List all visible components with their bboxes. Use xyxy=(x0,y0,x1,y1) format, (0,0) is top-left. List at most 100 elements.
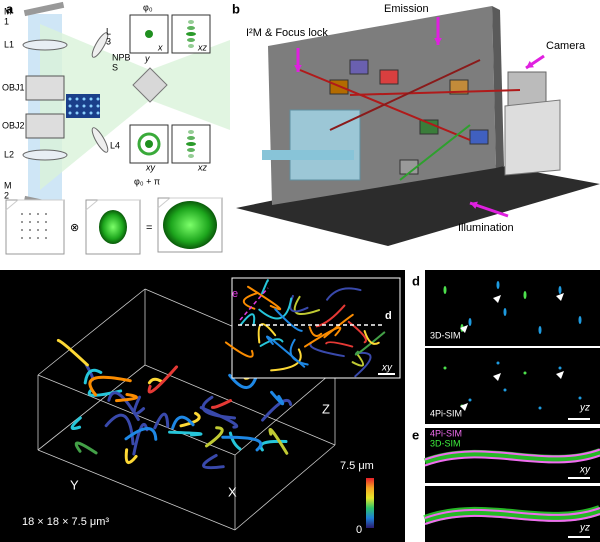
axis-label: Z xyxy=(322,401,330,416)
sample-dot xyxy=(96,97,100,101)
objective xyxy=(25,75,65,101)
molecule xyxy=(578,396,582,400)
sample-dot xyxy=(68,111,72,115)
optic-label: M xyxy=(4,6,12,16)
filament xyxy=(303,326,342,348)
filament xyxy=(202,453,225,470)
volume-box xyxy=(5,199,65,255)
filament xyxy=(221,435,263,452)
psf-lobe xyxy=(188,154,194,158)
profile-4pisim xyxy=(424,454,600,467)
optic-label: OBJ1 xyxy=(2,82,25,92)
inset-line-label: e xyxy=(232,288,238,300)
filament xyxy=(153,412,170,430)
lens xyxy=(22,39,68,51)
profile-4pisim xyxy=(424,507,600,519)
filament xyxy=(179,411,201,428)
optic-mount xyxy=(379,69,399,85)
grid-dot xyxy=(29,229,31,231)
filament xyxy=(270,390,285,406)
callout: I²M & Focus lock xyxy=(246,27,328,39)
molecule xyxy=(538,326,542,334)
sample-dot xyxy=(96,104,100,108)
filament xyxy=(168,430,203,437)
filament xyxy=(83,368,103,385)
grid-dot xyxy=(21,213,23,215)
grid-dot xyxy=(37,237,39,239)
psf-lobe xyxy=(187,26,195,30)
optic-label: L xyxy=(106,26,111,36)
filament xyxy=(74,441,98,455)
filament xyxy=(308,326,323,337)
optic-label: 1 xyxy=(4,16,9,26)
axis-label: X xyxy=(228,484,237,499)
method-label: 4Pi-SIM xyxy=(430,408,462,418)
sample-dot xyxy=(75,104,79,108)
filament xyxy=(115,393,138,403)
psf-lobe xyxy=(187,136,195,140)
beam-path xyxy=(329,59,481,131)
axis-label: xz xyxy=(197,42,208,52)
filament xyxy=(70,416,82,431)
filament xyxy=(293,295,321,315)
stage-top xyxy=(262,150,354,160)
filament xyxy=(204,426,224,448)
phase-label: φ₀ xyxy=(143,2,153,12)
filament xyxy=(351,353,365,367)
sample-dot xyxy=(89,104,93,108)
filament xyxy=(201,395,237,420)
sample-dot xyxy=(96,111,100,115)
line-profile xyxy=(239,287,269,321)
profile-3dsim xyxy=(423,505,600,525)
grid-dot xyxy=(37,229,39,231)
filament xyxy=(240,313,256,327)
filament xyxy=(268,428,289,455)
beam xyxy=(150,40,230,130)
grid-dot xyxy=(45,221,47,223)
psf-volume xyxy=(99,210,127,244)
filament xyxy=(261,279,269,295)
psf-volume xyxy=(163,201,217,249)
inset-line-label: d xyxy=(385,310,392,322)
volume-label: 18 × 18 × 7.5 μm³ xyxy=(22,516,109,528)
optic-label: 3 xyxy=(106,36,111,46)
optic-mount xyxy=(349,59,369,75)
optic-label: L1 xyxy=(4,39,14,49)
molecule xyxy=(523,291,527,299)
molecule xyxy=(503,308,507,316)
axis-label: Y xyxy=(70,477,79,492)
optic-mount xyxy=(469,129,489,145)
axis-label: xy xyxy=(145,162,156,172)
axis-label: y xyxy=(144,53,150,63)
callout: Camera xyxy=(546,40,586,52)
axis-label: yz xyxy=(579,523,590,534)
molecule xyxy=(558,286,562,294)
grid-dot xyxy=(45,229,47,231)
filament xyxy=(258,297,293,320)
pointer xyxy=(556,293,564,301)
filament xyxy=(363,330,380,345)
sample-dot xyxy=(82,104,86,108)
panel-label: d xyxy=(412,273,420,288)
sample-dot xyxy=(68,104,72,108)
panel-label: c xyxy=(5,275,12,290)
colorbar-label: 0 xyxy=(356,524,362,536)
grid-dot xyxy=(21,221,23,223)
psf-lobe xyxy=(186,142,196,146)
psf-lobe xyxy=(187,38,195,42)
bounding-box xyxy=(37,449,236,531)
optic-label: M xyxy=(4,180,12,190)
bounding-box xyxy=(234,369,336,456)
optic-label: L2 xyxy=(4,149,14,159)
legend-entry: 3D-SIM xyxy=(430,438,461,448)
axis-label: x xyxy=(157,42,163,52)
filament xyxy=(211,399,233,409)
pointer xyxy=(556,371,564,379)
volume-box-edge xyxy=(157,197,222,209)
filament xyxy=(326,287,362,301)
filament xyxy=(270,348,302,372)
axis-label: xy xyxy=(579,465,591,476)
arrow-head xyxy=(434,37,442,45)
